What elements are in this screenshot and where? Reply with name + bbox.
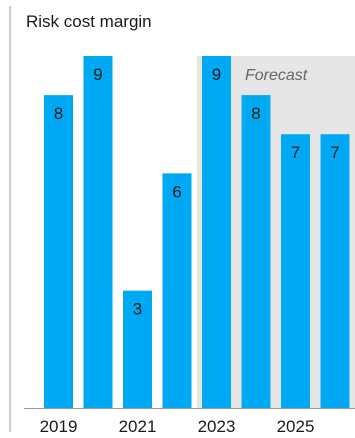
bar-2021 — [123, 290, 152, 408]
x-tick-label-2019: 2019 — [40, 417, 78, 436]
x-tick-label-2025: 2025 — [277, 417, 315, 436]
x-tick-label-2023: 2023 — [198, 417, 236, 436]
bar-value-label-2022: 6 — [172, 182, 181, 201]
x-tick-labels-group: 2019 2021 2023 2025 — [40, 417, 315, 436]
bar-value-label-2019: 8 — [54, 104, 63, 123]
bar-2022 — [162, 173, 192, 408]
bar-2019 — [44, 95, 73, 408]
bar-labels-group: 8 9 3 6 9 8 7 7 — [54, 65, 340, 319]
bar-2025 — [281, 134, 310, 408]
bar-value-label-2021: 3 — [133, 300, 142, 319]
chart-title: Risk cost margin — [26, 12, 152, 31]
bar-value-label-2024: 8 — [251, 104, 260, 123]
bar-value-label-2025: 7 — [291, 143, 300, 162]
bars-group — [44, 56, 350, 408]
x-tick-label-2021: 2021 — [119, 417, 157, 436]
bar-2023 — [202, 56, 231, 408]
bar-2020 — [83, 56, 113, 408]
bar-value-label-2020: 9 — [93, 65, 102, 84]
bar-2024 — [241, 95, 271, 408]
bar-2026 — [320, 134, 350, 408]
bar-value-label-2026: 7 — [330, 143, 339, 162]
bar-value-label-2023: 9 — [212, 65, 221, 84]
forecast-label: Forecast — [245, 67, 308, 84]
